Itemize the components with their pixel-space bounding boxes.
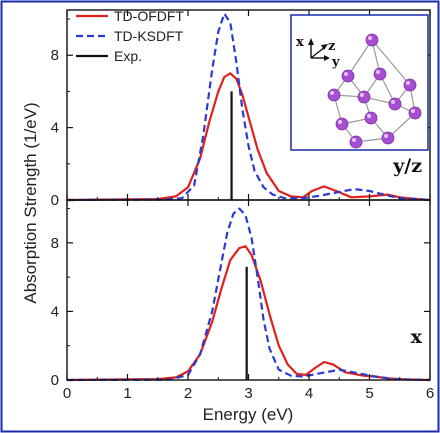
x-axis-title: Energy (eV) <box>203 405 294 424</box>
series-ksdft-line <box>66 12 431 202</box>
x-tick-label: 2 <box>184 385 192 402</box>
atom-sphere <box>357 90 371 104</box>
panel-label: y/z <box>392 155 422 177</box>
atom-sphere <box>349 135 363 149</box>
legend: TD-OFDFT TD-KSDFT Exp. <box>76 8 184 64</box>
atom-sphere <box>373 67 387 81</box>
x-tick-label: 5 <box>365 385 373 402</box>
legend-label-exp: Exp. <box>114 48 142 64</box>
inset-axis-x: x <box>296 35 304 50</box>
atom-highlight <box>338 120 342 124</box>
panel-label: x <box>411 326 423 348</box>
y-tick-label: 4 <box>51 303 59 320</box>
atom-sphere <box>365 33 379 47</box>
molecule-atoms <box>327 33 422 149</box>
atom-highlight <box>406 81 410 85</box>
y-tick-label: 8 <box>51 47 59 64</box>
x-tick-label: 4 <box>305 385 313 402</box>
y-axis-title: Absorption Strength (1/eV) <box>21 102 40 303</box>
panels: 0 4 8 y/z 0 4 8 x 0 1 2 3 4 5 6 <box>51 9 434 402</box>
inset-axis-z: z <box>328 39 335 54</box>
atom-highlight <box>411 109 415 113</box>
legend-label-ksdft: TD-KSDFT <box>114 28 184 44</box>
panel-x: 0 4 8 x <box>51 199 431 389</box>
atom-sphere <box>341 69 355 83</box>
series-ksdft-line <box>66 207 431 382</box>
atom-sphere <box>381 131 395 145</box>
atom-sphere <box>403 78 417 92</box>
atom-highlight <box>330 91 334 95</box>
atom-highlight <box>391 100 395 104</box>
atom-highlight <box>384 134 388 138</box>
series-ofdft-line <box>66 245 431 382</box>
y-tick-label: 0 <box>51 192 59 209</box>
y-tick-label: 8 <box>51 235 59 252</box>
y-tick-label: 0 <box>51 372 59 389</box>
x-tick-label: 3 <box>244 385 252 402</box>
inset-axis-y: y <box>331 55 340 70</box>
atom-sphere <box>388 97 402 111</box>
legend-label-ofdft: TD-OFDFT <box>114 8 184 24</box>
atom-highlight <box>376 70 380 74</box>
atom-highlight <box>360 93 364 97</box>
molecule-inset: x z y <box>290 14 429 151</box>
atom-sphere <box>327 88 341 102</box>
bond <box>371 39 411 86</box>
atom-highlight <box>352 138 356 142</box>
axes-triad-icon <box>308 38 330 61</box>
atom-sphere <box>408 106 422 120</box>
bond <box>347 39 373 77</box>
x-tick-label: 1 <box>123 385 131 402</box>
atom-highlight <box>344 72 348 76</box>
atom-highlight <box>368 36 372 40</box>
y-tick-label: 4 <box>51 120 59 137</box>
x-tick-label: 6 <box>426 385 434 402</box>
x-tick-label: 0 <box>63 385 71 402</box>
atom-sphere <box>364 111 378 125</box>
atom-highlight <box>367 114 371 118</box>
atom-sphere <box>335 117 349 131</box>
series-ofdft-line <box>66 72 431 202</box>
